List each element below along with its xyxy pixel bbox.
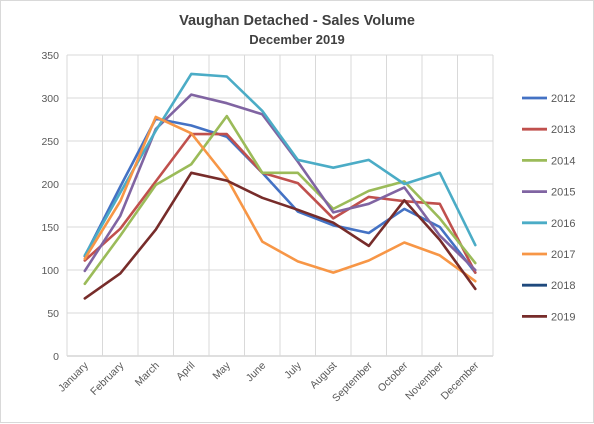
y-tick-label: 50 [47, 308, 59, 320]
x-tick-label: April [174, 360, 197, 383]
legend-label-2019: 2019 [551, 311, 575, 323]
x-tick-label: December [439, 359, 482, 402]
x-tick-label: July [282, 359, 304, 381]
y-tick-label: 200 [41, 179, 59, 191]
legend-label-2015: 2015 [551, 187, 575, 199]
chart-title: Vaughan Detached - Sales Volume [179, 13, 415, 29]
y-tick-label: 100 [41, 265, 59, 277]
x-tick-label: June [244, 360, 269, 385]
x-tick-label: August [308, 360, 340, 392]
series-line-2017 [83, 115, 477, 283]
y-tick-label: 150 [41, 222, 59, 234]
legend-label-2013: 2013 [551, 124, 575, 136]
y-tick-label: 0 [53, 351, 59, 363]
legend-label-2016: 2016 [551, 218, 575, 230]
x-tick-label: May [210, 359, 233, 382]
y-tick-label: 300 [41, 93, 59, 105]
y-tick-label: 350 [41, 50, 59, 62]
x-tick-label: March [133, 360, 162, 389]
legend-label-2018: 2018 [551, 280, 575, 292]
x-tick-label: January [56, 359, 91, 394]
x-tick-label: October [375, 359, 410, 394]
legend-label-2012: 2012 [551, 93, 575, 105]
series-line-2019 [83, 171, 477, 300]
x-tick-label: February [88, 359, 127, 398]
series-line-2016 [83, 72, 477, 257]
legend-label-2014: 2014 [551, 155, 575, 167]
y-tick-label: 250 [41, 136, 59, 148]
series-line-2014 [83, 114, 477, 286]
chart-subtitle: December 2019 [249, 32, 344, 47]
series-line-2013 [83, 132, 477, 274]
legend-label-2017: 2017 [551, 249, 575, 261]
